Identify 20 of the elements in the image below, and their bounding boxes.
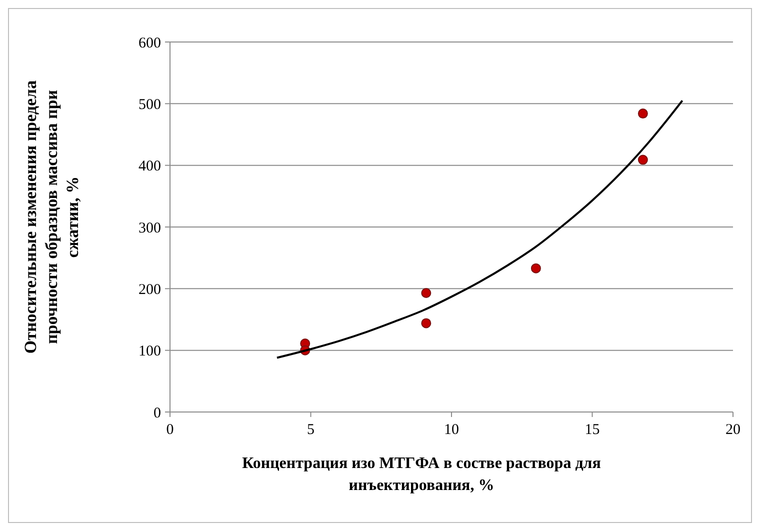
point	[421, 288, 432, 298]
x-tick-label: 15	[584, 422, 600, 438]
y-tick-label: 100	[138, 344, 161, 360]
y-tick-label: 0	[154, 405, 161, 422]
point	[530, 263, 541, 274]
point	[638, 108, 648, 119]
point	[638, 154, 648, 165]
x-tick-label: 20	[726, 422, 740, 438]
x-tick-label: 0	[166, 422, 174, 438]
y-axis-title: Относительные изменения предела прочности образцов массива при сжатии, %	[21, 80, 82, 354]
y-tick-label: 200	[138, 282, 161, 298]
line-series	[276, 100, 684, 359]
x-tick-label: 5	[307, 422, 314, 438]
y-tick-label: 300	[138, 220, 161, 236]
y-tick-label: 500	[138, 96, 161, 113]
x-tick-label: 10	[444, 422, 459, 438]
x-axis-title: Концентрация изо МТГФА в состве раствора для инъектирования, %	[242, 455, 602, 494]
y-tick-label: 600	[138, 35, 161, 52]
point	[421, 318, 432, 328]
y-tick-label: 400	[138, 158, 161, 175]
